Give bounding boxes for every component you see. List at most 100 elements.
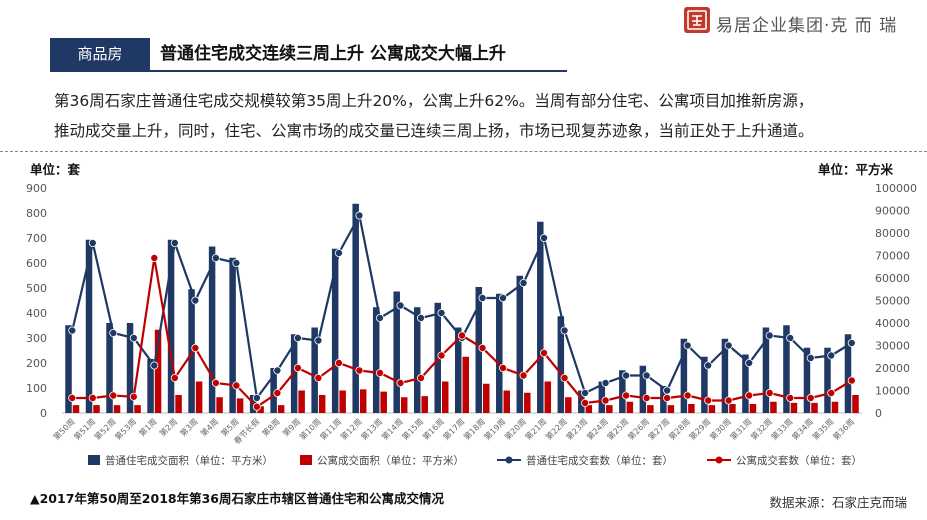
x-tick-label: 第25周 [605,416,631,442]
apartment-area-bar [729,404,736,413]
residential-units-point [683,341,692,350]
apartment-units-point [601,396,610,405]
apartment-area-bar [421,396,428,413]
apartment-units-point [478,343,487,352]
apartment-units-point [806,393,815,402]
right-tick-label: 60000 [875,272,910,285]
legend-swatch-marker [715,456,723,464]
residential-units-point [355,211,364,220]
residential-area-bar [742,354,749,413]
residential-area-bar [598,381,606,413]
apartment-area-bar [216,397,223,413]
apartment-units-point [540,348,549,357]
residential-area-bar [516,275,524,413]
residential-units-point [745,358,754,367]
apartment-units-point [663,393,672,402]
x-tick-label: 第21周 [523,416,549,442]
left-tick-label: 900 [26,182,47,195]
x-tick-label: 第27周 [646,416,672,442]
x-tick-label: 第35周 [810,416,836,442]
residential-area-bar [85,239,93,413]
logo-seal-icon [684,7,710,33]
apartment-units-point [642,393,651,402]
apartment-area-bar [831,401,839,413]
residential-units-point [806,353,815,362]
residential-area-bar [167,239,175,413]
left-axis-unit: 单位：套 [30,162,81,177]
residential-units-point [601,378,610,387]
residential-units-point [170,239,179,248]
apartment-units-point [109,391,118,400]
right-tick-label: 100000 [875,182,917,195]
apartment-units-point [273,388,282,397]
apartment-units-point [847,376,856,385]
left-axis-ticks: 0 100 200 300 400 500 600 700 800 900 [26,182,47,420]
residential-area-bar [496,293,503,413]
residential-units-point [273,366,282,375]
residential-units-point [68,326,77,335]
legend-label: 公寓成交套数（单位：套） [736,454,862,467]
x-tick-label: 第15周 [400,416,426,442]
left-tick-label: 700 [26,232,47,245]
apartment-area-bar [441,381,449,413]
page-title: 普通住宅成交连续三周上升 公寓成交大幅上升 [160,44,506,64]
x-tick-label: 第12周 [338,416,364,442]
residential-area-bar [680,338,688,413]
residential-units-point [499,293,508,302]
apartment-area-bar [667,405,675,413]
residential-area-bar [824,347,831,413]
chart-caption: ▲2017年第50周至2018年第36周石家庄市辖区普通住宅和公寓成交情况 [30,491,444,506]
x-tick-label: 第19周 [482,416,508,442]
residential-units-point [211,254,220,263]
residential-units-point [375,313,384,322]
residential-units-point [437,308,446,317]
apartment-units-point [827,388,836,397]
apartment-area-bar [277,405,285,413]
apartment-units-point [334,358,343,367]
summary-line-1: 第36周石家庄普通住宅成交规模较第35周上升20%，公寓上升62%。当周有部分住… [54,92,814,110]
residential-area-bar [393,291,400,413]
residential-area-bar [126,323,134,413]
x-tick-label: 第53周 [113,416,139,442]
residential-units-point [847,338,856,347]
residential-units-point [396,301,405,310]
residential-area-bar [844,334,852,413]
right-tick-label: 10000 [875,385,910,398]
apartment-area-bar [688,404,695,413]
residential-units-point [416,313,425,322]
apartment-area-bar [339,390,346,413]
residential-area-bar [762,327,770,413]
x-tick-label: 第28周 [666,416,692,442]
apartment-units-point [355,366,364,375]
summary-paragraph: 第36周石家庄普通住宅成交规模较第35周上升20%，公寓上升62%。当周有部分住… [54,86,914,146]
right-tick-label: 80000 [875,227,910,240]
right-tick-label: 30000 [875,340,910,353]
residential-area-bar [475,287,483,413]
apartment-units-point [457,331,466,340]
right-tick-label: 50000 [875,295,910,308]
summary-line-2: 推动成交量上升，同时，住宅、公寓市场的成交量已连续三周上扬，市场已现复苏迹象，当… [54,122,814,140]
x-tick-label: 第51周 [72,416,98,442]
x-tick-label: 第18周 [461,416,487,442]
residential-units-point [724,341,733,350]
apartment-units-point [416,373,425,382]
residential-units-point [622,371,631,380]
residential-area-bar [721,338,729,413]
left-tick-label: 500 [26,282,47,295]
apartment-area-bar [195,381,203,413]
residential-area-bar [537,221,544,413]
x-tick-label: 第2周 [157,416,179,438]
residential-area-bar [372,307,380,413]
x-tick-label: 第22周 [543,416,569,442]
apartment-units-point [519,371,528,380]
apartment-area-bar [708,405,716,413]
apartment-area-bar [359,389,367,413]
residential-area-bar [270,368,277,413]
residential-units-point [560,326,569,335]
residential-units-point [334,249,343,258]
residential-units-point [827,351,836,360]
residential-units-point [581,388,590,397]
residential-area-bar [311,327,318,413]
apartment-area-bar [298,390,305,413]
residential-units-point [191,296,200,305]
